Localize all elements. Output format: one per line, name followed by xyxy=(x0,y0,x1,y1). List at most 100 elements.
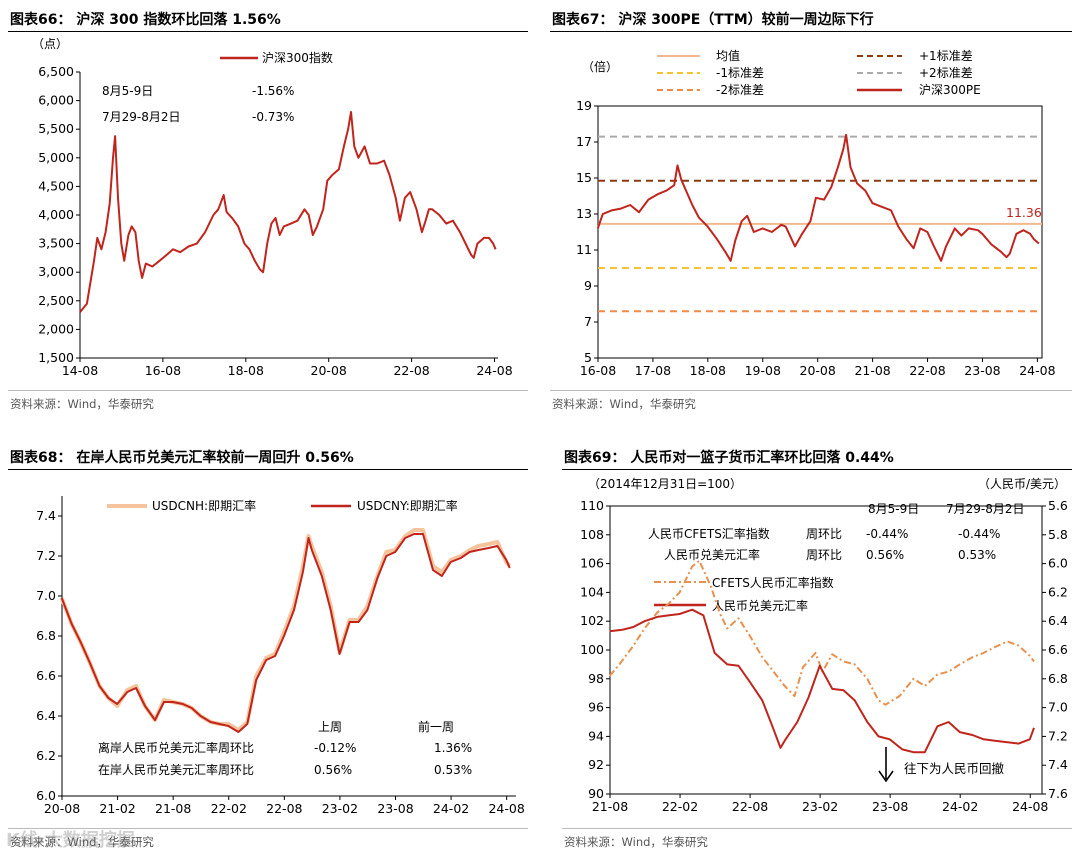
y-tick-label-c66-6: 4,500 xyxy=(38,178,74,193)
table-v1-68-1: 0.56% xyxy=(314,763,352,777)
x-tick-label-c66-4: 22-08 xyxy=(393,363,429,378)
y2-tick-label-c69-1: 5.8 xyxy=(1048,527,1068,542)
chart-title-69: 图表69： 人民币对一篮子货币汇率环比回落 0.44% xyxy=(564,450,894,466)
source-67: 资料来源：Wind，华泰研究 xyxy=(552,397,696,411)
x-tick-label-c69-0: 21-08 xyxy=(592,799,628,814)
table-v2-68-0: 1.36% xyxy=(434,741,472,755)
legend-66: 沪深300指数 xyxy=(220,50,333,65)
x-tick-label-c67-2: 18-08 xyxy=(690,363,726,378)
table-v2-69-1: 0.53% xyxy=(958,548,996,562)
y-tick-label-c68-2: 6.4 xyxy=(36,708,56,723)
y2-tick-label-c69-3: 6.2 xyxy=(1048,584,1068,599)
y-tick-label-c68-4: 6.8 xyxy=(36,628,56,643)
y-tick-label-c67-0: 5 xyxy=(584,350,592,365)
last-value-label-67: 11.36 xyxy=(1006,205,1042,220)
y-tick-label-c68-0: 6.0 xyxy=(36,788,56,803)
y2-tick-label-c69-6: 6.8 xyxy=(1048,671,1068,686)
table-header-69-0: 8月5-9日 xyxy=(868,502,919,516)
y-tick-label-c68-5: 7.0 xyxy=(36,588,56,603)
legend-label-67-2: -1标准差 xyxy=(716,66,764,80)
down-arrow-icon xyxy=(878,770,894,783)
table-label-69-0: 人民币CFETS汇率指数 xyxy=(648,526,770,541)
y2-tick-label-c69-7: 7.0 xyxy=(1048,700,1068,715)
y-tick-label-c67-4: 13 xyxy=(576,206,592,221)
x-tick-label-c67-7: 23-08 xyxy=(964,363,1000,378)
x-tick-label-c66-3: 20-08 xyxy=(311,363,347,378)
y-tick-label-c66-5: 4,000 xyxy=(38,207,74,222)
table-metric-69-0: 周环比 xyxy=(806,527,842,541)
plot-frame-c67 xyxy=(597,105,1043,359)
y-tick-label-c69-10: 110 xyxy=(580,498,604,513)
legend-label-69-0: CFETS人民币汇率指数 xyxy=(712,575,834,590)
x-tick-label-c67-3: 19-08 xyxy=(745,363,781,378)
legend-69: CFETS人民币汇率指数 人民币兑美元汇率 xyxy=(654,575,834,613)
table-header-68-0: 上周 xyxy=(318,720,342,734)
legend-label-68-1: USDCNY:即期汇率 xyxy=(357,498,458,513)
x-tick-label-c67-0: 16-08 xyxy=(580,363,616,378)
legend-label-67-5: 沪深300PE xyxy=(919,83,981,97)
y-tick-label-c68-7: 7.4 xyxy=(36,508,56,523)
table-metric-69-1: 周环比 xyxy=(806,548,842,562)
legend-label-67-1: +1标准差 xyxy=(919,49,973,63)
y-tick-label-c69-5: 100 xyxy=(580,642,604,657)
x-tick-label-c68-4: 22-08 xyxy=(266,801,302,816)
y-tick-label-c69-3: 96 xyxy=(588,700,604,715)
y-tick-label-c69-1: 92 xyxy=(588,757,604,772)
x-tick-label-c68-5: 23-02 xyxy=(322,801,358,816)
ylabel-66: （点） xyxy=(32,37,68,51)
x-tick-label-c69-3: 23-02 xyxy=(802,799,838,814)
table-header-69-1: 7月29-8月2日 xyxy=(946,502,1025,516)
chart-title-67: 图表67： 沪深 300PE（TTM）较前一周边际下行 xyxy=(552,12,874,28)
y2-tick-label-c69-4: 6.4 xyxy=(1048,613,1068,628)
y-tick-label-c67-7: 19 xyxy=(576,98,592,113)
x-tick-label-c68-7: 24-02 xyxy=(433,801,469,816)
anno-label-66-0: 8月5-9日 xyxy=(102,84,153,98)
x-tick-label-c68-0: 20-08 xyxy=(44,801,80,816)
source-rule-66 xyxy=(8,390,528,391)
title-rule-69 xyxy=(562,469,1072,470)
series-line-c69-1 xyxy=(609,608,1035,754)
source-rule-67 xyxy=(550,390,1072,391)
ylabel-67: （倍） xyxy=(582,59,618,74)
x-tick-label-c69-6: 24-08 xyxy=(1012,799,1048,814)
y-tick-label-c69-2: 94 xyxy=(588,728,604,743)
legend-label-69-1: 人民币兑美元汇率 xyxy=(712,598,808,613)
legend-label-66: 沪深300指数 xyxy=(262,50,333,65)
x-tick-label-c67-4: 20-08 xyxy=(800,363,836,378)
series-line-c68-1 xyxy=(60,533,511,733)
anno-value-66-1: -0.73% xyxy=(252,110,294,124)
source-66: 资料来源：Wind，华泰研究 xyxy=(10,397,154,411)
x-tick-label-c66-0: 14-08 xyxy=(62,363,98,378)
arrow-note-text-69: 往下为人民币回撤 xyxy=(904,761,1005,776)
y2-tick-label-c69-9: 7.4 xyxy=(1048,757,1068,772)
y2-tick-label-c69-5: 6.6 xyxy=(1048,642,1068,657)
table-v2-68-1: 0.53% xyxy=(434,763,472,777)
x-tick-label-c66-1: 16-08 xyxy=(145,363,181,378)
y-tick-label-c68-3: 6.6 xyxy=(36,668,56,683)
anno-value-66-0: -1.56% xyxy=(252,84,294,98)
y-tick-label-c67-1: 7 xyxy=(584,314,592,329)
y-tick-label-c66-2: 2,500 xyxy=(38,293,74,308)
source-68: 资料来源：Wind，华泰研究 xyxy=(10,835,154,849)
y-tick-label-c69-6: 102 xyxy=(580,613,604,628)
table-v1-68-0: -0.12% xyxy=(314,741,356,755)
x-tick-label-c67-6: 22-08 xyxy=(909,363,945,378)
y-tick-label-c69-4: 98 xyxy=(588,671,604,686)
y-tick-label-c67-2: 9 xyxy=(584,278,592,293)
title-rule-68 xyxy=(8,469,528,470)
x-tick-label-c68-8: 24-08 xyxy=(488,801,524,816)
annotation-66: 8月5-9日 -1.56% 7月29-8月2日 -0.73% xyxy=(102,84,294,124)
y-tick-label-c67-3: 11 xyxy=(576,242,592,257)
x-tick-label-c68-6: 23-08 xyxy=(377,801,413,816)
y-tick-label-c68-6: 7.2 xyxy=(36,548,56,563)
watermark: K线·大数据挖掘 xyxy=(6,830,135,851)
series-line-c69-0 xyxy=(608,559,1035,706)
title-rule-67 xyxy=(550,31,1072,32)
y2-tick-label-c69-10: 7.6 xyxy=(1048,786,1068,801)
x-tick-label-c68-1: 21-02 xyxy=(99,801,135,816)
y2-tick-label-c69-0: 5.6 xyxy=(1048,498,1068,513)
legend-label-68-0: USDCNH:即期汇率 xyxy=(152,498,256,513)
x-tick-label-c68-3: 22-02 xyxy=(211,801,247,816)
